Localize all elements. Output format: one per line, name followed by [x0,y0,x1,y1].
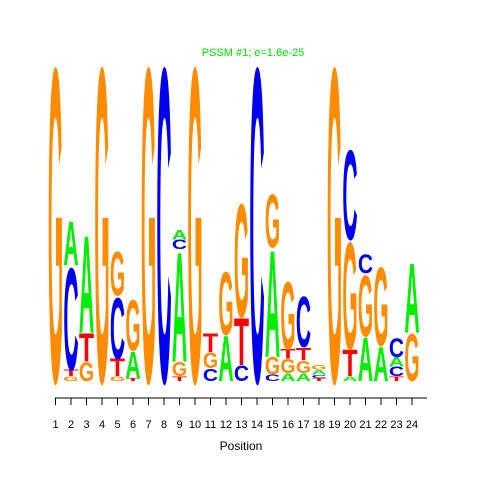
x-axis-ticks: 1 2 3 4 5 6 7 8 9 10 11 12 13 14 15 16 17 18 19 20 21 22 23 24 [52,398,418,431]
logo-letter-g: G [141,0,156,477]
x-tick-label: 19 [328,419,340,431]
x-tick-label: 11 [205,419,216,431]
logo-letter-g: G [172,359,187,381]
logo-letter-t: T [311,377,326,382]
logo-letter-t: T [342,342,357,385]
logo-letter-g: G [311,364,326,371]
x-tick-label: 4 [99,419,105,431]
logo-letter-a: A [63,209,78,279]
logo-letter-g: G [327,0,342,477]
logo-letter-a: A [218,323,233,396]
logo-letter-a: A [373,338,388,393]
logo-letter-t: T [63,368,79,378]
x-tick-label: 13 [235,419,247,431]
logo-letter-c: C [110,279,125,378]
logo-letter-g: G [280,261,295,369]
logo-letter-a: A [280,371,295,384]
x-tick-label: 17 [297,419,309,431]
logo-letter-g: G [125,286,140,367]
logo-letter-g: G [296,357,311,377]
logo-letter-g: G [358,257,373,355]
x-tick-label: 16 [282,419,294,431]
logo-letter-g: G [63,375,78,382]
logo-letter-c: C [342,125,357,267]
logo-letter-t: T [389,375,404,382]
logo-letter-t: T [234,304,249,380]
logo-letter-g: G [110,375,125,382]
logo-letter-a: A [342,375,357,382]
logo-letter-g: G [280,356,295,378]
logo-letter-c: C [265,373,281,383]
logo-letter-c: C [156,0,171,477]
logo-letter-a: A [296,371,311,384]
x-tick-label: 12 [220,419,232,431]
logo-letter-t: T [79,327,95,372]
x-tick-label: 2 [68,419,74,431]
x-tick-label: 24 [406,419,418,431]
x-tick-label: 10 [189,419,201,431]
x-tick-label: 18 [313,419,325,431]
x-tick-label: 1 [52,419,58,431]
x-tick-label: 5 [114,419,120,431]
logo-letter-c: C [311,374,326,379]
logo-letter-g: G [265,177,280,263]
logo-letter-c: C [249,0,264,477]
logo-letter-g: G [110,239,125,309]
logo-letter-c: C [358,250,373,280]
logo-letter-t: T [203,329,218,358]
logo-letter-a: A [404,244,419,355]
logo-letter-g: G [373,245,388,370]
x-tick-label: 7 [145,419,151,431]
logo-letter-c: C [234,360,249,386]
logo-letter-g: G [234,172,249,352]
logo-letter-t: T [172,375,187,382]
logo-letter-c: C [389,364,404,379]
logo-letter-a: A [389,354,404,369]
x-tick-label: 9 [176,419,182,431]
logo-letter-g: G [203,349,218,374]
x-tick-label: 14 [251,419,263,431]
logo-letter-a: A [172,219,187,396]
logo-letter-c: C [203,365,218,385]
x-tick-label: 21 [359,419,371,431]
x-tick-label: 3 [83,419,89,431]
logo-letter-a: A [172,227,187,242]
logo-letter-t: T [280,347,295,362]
logo-letter-g: G [342,211,357,382]
logo-letter-a: A [358,325,373,395]
x-tick-label: 23 [390,419,402,431]
x-tick-label: 20 [344,419,356,431]
logo-letter-c: C [296,283,311,363]
logo-letter-a: A [265,220,280,391]
logo-letter-g: G [48,0,63,477]
x-tick-label: 22 [375,419,387,431]
logo-letter-g: G [94,0,109,477]
chart-title: PSSM #1; e=1.6e-25 [202,47,304,59]
logo-letter-c: C [389,333,404,363]
logo-letter-t: T [296,343,312,364]
x-tick-label: 8 [161,419,167,431]
x-tick-label: 6 [130,419,136,431]
logo-letter-t: T [110,355,125,382]
logo-letter-g: G [218,253,233,354]
logo-letter-c: C [172,237,187,252]
x-tick-label: 15 [266,419,278,431]
logo-letter-a: A [125,343,140,386]
logo-letter-a: A [79,208,94,363]
logo-letter-g: G [79,357,94,387]
logo-letter-g: G [404,320,419,396]
logo-letter-t: T [125,377,140,382]
logo-letter-a: A [311,369,326,376]
logo-letter-g: G [265,352,280,380]
logo-letter-g: G [187,0,202,477]
x-axis-title: Position [220,439,263,453]
logo-letter-c: C [63,238,78,402]
